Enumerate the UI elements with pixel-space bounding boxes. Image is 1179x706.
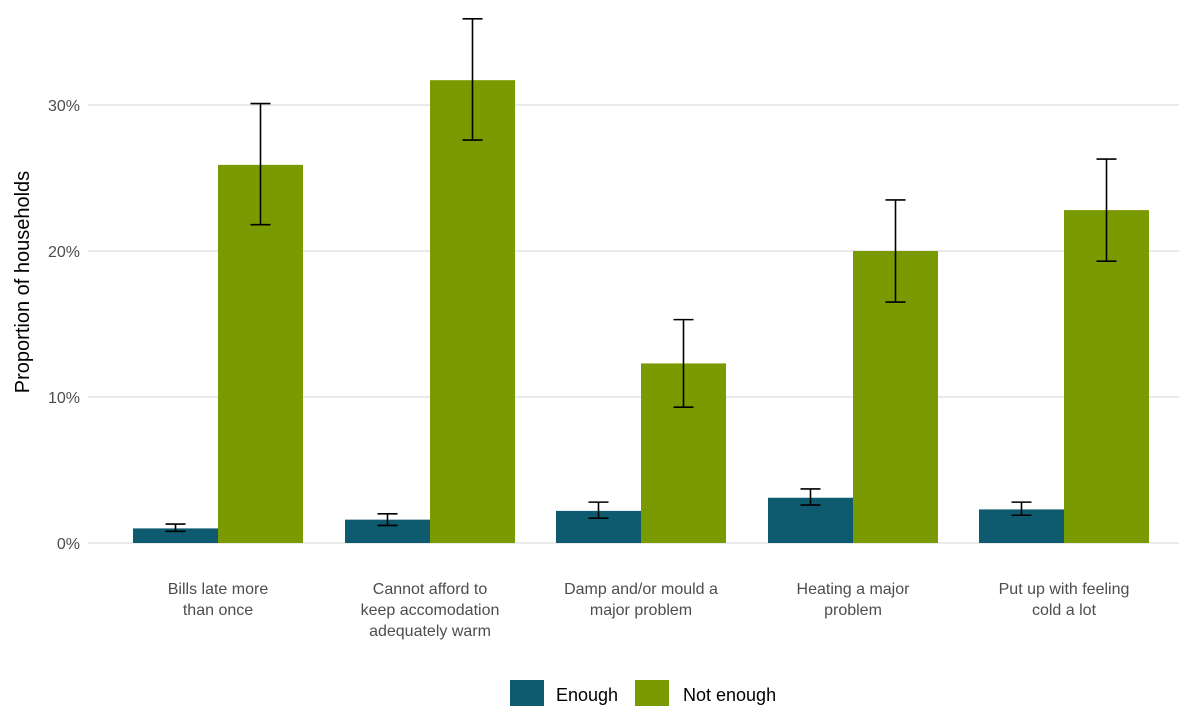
error-bar (588, 501, 609, 519)
legend-item: Enough (510, 680, 618, 706)
y-axis-ticks: 0% 10% 20% 30% (48, 98, 80, 553)
error-bars (165, 18, 1117, 533)
bar-not-enough (218, 164, 303, 544)
y-tick-label: 30% (48, 98, 80, 115)
x-category-label-line: keep accomodation (361, 602, 500, 619)
x-category-label: Put up with feeling cold a lot (999, 581, 1130, 619)
x-category-label-line: Put up with feeling (999, 581, 1130, 598)
x-axis-category-labels: Bills late more than once Cannot afford to… (168, 581, 1130, 640)
error-bar (885, 199, 906, 303)
x-category-label-line: problem (824, 602, 882, 619)
x-category-label-line: adequately warm (369, 623, 491, 640)
legend: Enough Not enough (510, 680, 776, 706)
bars (133, 80, 1149, 544)
x-category-label: Damp and/or mould a major problem (564, 581, 718, 619)
y-axis-title: Proportion of households (12, 171, 34, 393)
legend-label: Enough (556, 685, 618, 705)
error-bar (673, 318, 694, 409)
x-category-label-line: Bills late more (168, 581, 269, 598)
x-category-label-line: major problem (590, 602, 692, 619)
x-category-label-line: cold a lot (1032, 602, 1097, 619)
x-category-label: Heating a major problem (797, 581, 911, 619)
bar-not-enough (430, 80, 515, 544)
error-bar (377, 512, 398, 527)
bar-not-enough (1064, 210, 1149, 543)
legend-label: Not enough (683, 685, 776, 705)
x-category-label-line: Damp and/or mould a (564, 581, 718, 598)
x-category-label: Bills late more than once (168, 581, 269, 619)
legend-item: Not enough (635, 680, 776, 706)
error-bar (800, 488, 821, 506)
x-category-label-line: Heating a major (797, 581, 911, 598)
error-bar (250, 102, 271, 226)
legend-swatch (510, 680, 544, 706)
y-tick-label: 10% (48, 390, 80, 407)
x-category-label-line: Cannot afford to (373, 581, 488, 598)
y-tick-label: 20% (48, 244, 80, 261)
error-bar (1011, 501, 1032, 517)
error-bar (462, 18, 483, 141)
bar-enough (133, 528, 218, 543)
x-category-label: Cannot afford to keep accomodation adequat… (361, 581, 500, 640)
bar-enough (345, 519, 430, 543)
error-bar (1096, 158, 1117, 263)
y-tick-label: 0% (57, 536, 80, 553)
legend-swatch (635, 680, 669, 706)
error-bar (165, 523, 186, 533)
x-category-label-line: than once (183, 602, 253, 619)
